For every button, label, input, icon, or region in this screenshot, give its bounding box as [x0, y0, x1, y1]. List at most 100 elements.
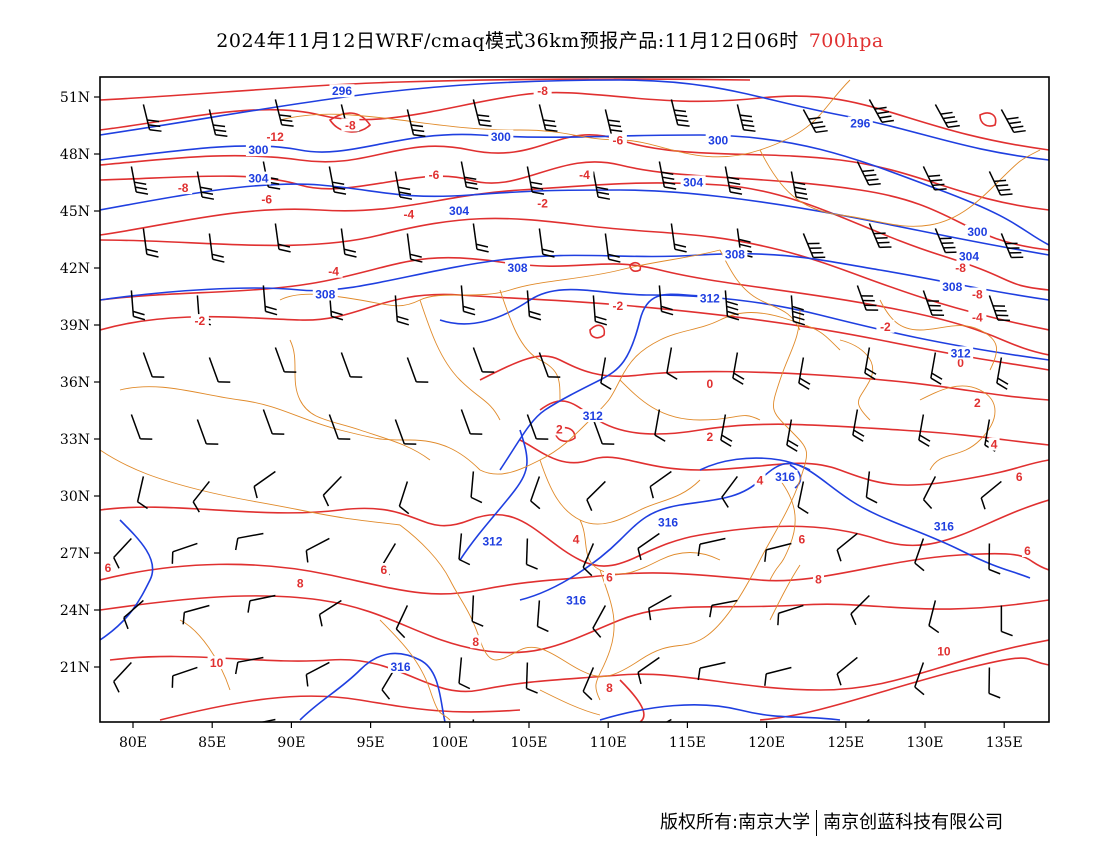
- wind-barb-feather: [777, 613, 780, 626]
- contour-label-bg: [533, 84, 552, 98]
- wind-barb-shaft: [130, 290, 135, 317]
- height-label: 300: [967, 225, 987, 239]
- wind-barb-shaft: [658, 285, 663, 312]
- wind-barb-shaft: [724, 290, 729, 317]
- wind-barb-feather: [113, 681, 120, 693]
- temperature-label: -8: [345, 118, 356, 132]
- temperature-label: -8: [955, 261, 966, 275]
- wind-barb-feather: [148, 124, 161, 128]
- wind-barb-feather: [145, 248, 159, 253]
- contour-label-bg: [604, 680, 616, 694]
- wind-barb-feather: [280, 119, 293, 122]
- wind-barb-feather: [836, 549, 842, 562]
- wind-barb-feather: [582, 566, 593, 577]
- weather-map: -10 -10 -8 -12 -8 -6 -8 -6 -6 -4 -2 -4 -4 -2 -2 -2 -8 -8 -…: [60, 76, 1050, 762]
- wind-barb-shaft: [136, 476, 145, 502]
- wind-barb-feather: [278, 243, 291, 248]
- wind-barb-feather: [791, 305, 804, 311]
- wind-barb-feather: [135, 186, 148, 190]
- wind-barb-feather: [586, 499, 593, 511]
- wind-barb-shaft: [934, 228, 947, 253]
- wind-barb-feather: [697, 668, 701, 681]
- wind-barb-shaft: [192, 481, 210, 503]
- height-label: 300: [708, 134, 728, 148]
- wind-barb-shaft: [721, 476, 738, 498]
- wind-barb-feather: [543, 119, 556, 123]
- wind-barb-shaft: [797, 481, 805, 508]
- contour-label-bg: [294, 576, 306, 590]
- wind-barb-feather: [666, 372, 678, 380]
- wind-barb-shaft: [274, 347, 285, 373]
- wind-barb-feather: [253, 486, 258, 499]
- wind-barb-feather: [542, 253, 555, 258]
- wind-barb-feather: [411, 124, 424, 128]
- wind-barb-feather: [919, 434, 931, 442]
- wind-barb-feather: [192, 501, 200, 513]
- wind-barb-feather: [214, 129, 227, 133]
- wind-barb-feather: [727, 176, 740, 181]
- temperature-label: -12: [266, 130, 284, 144]
- wind-barb-feather: [268, 186, 281, 190]
- wind-barb-feather: [330, 310, 343, 316]
- temperature-label: 8: [815, 573, 822, 587]
- lat-label: 27N: [60, 546, 90, 562]
- wind-barb-feather: [528, 310, 541, 316]
- wind-barb-feather: [600, 382, 612, 390]
- wind-barb-feather: [815, 129, 828, 134]
- wind-barb-shaft: [637, 532, 660, 549]
- wind-barb-feather: [134, 181, 147, 186]
- wind-barb-feather: [594, 315, 607, 321]
- contour-label-bg: [934, 644, 953, 658]
- wind-barb-feather: [458, 558, 471, 566]
- wind-barb-shaft: [536, 600, 541, 627]
- wind-barb-feather: [201, 191, 214, 196]
- wind-barb-feather: [852, 434, 864, 442]
- wind-barb-feather: [726, 300, 738, 306]
- wind-barb-feather: [537, 625, 549, 633]
- height-label: 312: [951, 346, 971, 360]
- wind-barb-shaft: [922, 476, 937, 500]
- wind-barb-feather: [923, 499, 933, 510]
- temperature-label: -6: [261, 193, 272, 207]
- wind-barb-shaft: [582, 667, 595, 692]
- wind-barb-shaft: [724, 166, 731, 193]
- contour-label-bg: [939, 279, 965, 293]
- contour-label-bg: [968, 287, 987, 301]
- wind-barb-feather: [994, 179, 1007, 183]
- wind-barb-feather: [787, 439, 799, 447]
- temperature-label: 8: [606, 681, 613, 695]
- wind-barb-feather: [458, 682, 471, 690]
- wind-barb-shaft: [470, 471, 475, 498]
- wind-barb-feather: [664, 186, 677, 190]
- wind-barb-shaft: [237, 656, 264, 663]
- wind-barb-shaft: [988, 171, 1002, 196]
- wind-barb-feather: [942, 116, 956, 120]
- temperature-label: 6: [380, 563, 387, 577]
- lat-label: 39N: [60, 318, 90, 334]
- wind-barb-feather: [930, 377, 942, 385]
- height-label: 308: [508, 261, 528, 275]
- wind-barb-shaft: [471, 595, 475, 622]
- wind-barb-feather: [470, 496, 483, 504]
- wind-barb-feather: [146, 253, 159, 258]
- wind-barb-shaft: [1000, 233, 1012, 258]
- wind-barb-feather: [877, 110, 890, 115]
- wind-barb-feather: [866, 178, 879, 182]
- lon-label: 130E: [907, 735, 944, 751]
- longitude-axis: 80E 85E 90E 95E 100E 105E 110E 115E 120E 125E 130E…: [119, 722, 1023, 751]
- wind-barb-feather: [738, 238, 751, 243]
- wind-barb-feather: [464, 176, 477, 180]
- wind-barb-feather: [396, 753, 404, 762]
- wind-barb-shaft: [130, 414, 141, 440]
- wind-barb-shaft: [600, 357, 607, 384]
- wind-barb-feather: [132, 310, 145, 316]
- wind-barb-feather: [988, 692, 1001, 699]
- wind-barb-feather: [526, 563, 538, 570]
- wind-barb-shaft: [172, 666, 198, 677]
- wind-barb-feather: [730, 191, 743, 195]
- temperature-label: -2: [195, 314, 206, 328]
- wind-barb-shaft: [766, 666, 792, 675]
- contour-label-bg: [190, 314, 209, 328]
- wind-barb-shaft: [172, 542, 198, 553]
- contour-label-bg: [174, 181, 193, 195]
